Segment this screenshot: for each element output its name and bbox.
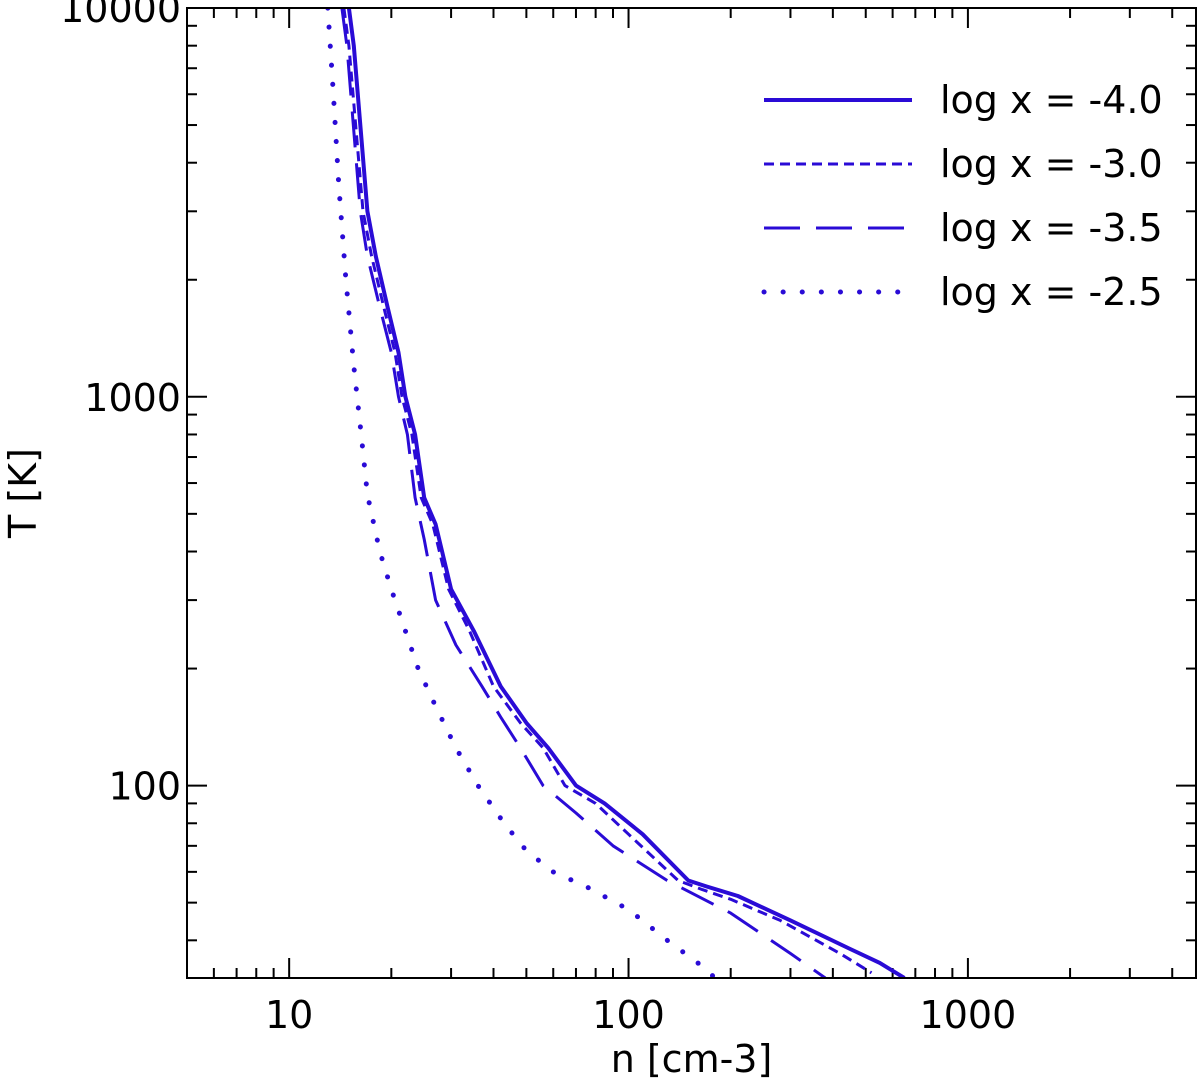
y-tick-label: 10000 xyxy=(60,0,181,31)
legend-label: log x = -3.0 xyxy=(940,142,1163,186)
y-tick-labels: 100 1000 10000 xyxy=(60,0,181,809)
y-tick-label: 1000 xyxy=(84,376,181,420)
x-tick-label: 1000 xyxy=(920,993,1017,1037)
x-tick-label: 100 xyxy=(592,993,665,1037)
legend: log x = -4.0 log x = -3.0 log x = -3.5 log … xyxy=(761,78,1163,314)
series-line-3 xyxy=(340,8,827,978)
x-tick-label: 10 xyxy=(265,993,313,1037)
legend-label: log x = -2.5 xyxy=(940,270,1163,314)
x-axis-title: n [cm-3] xyxy=(611,1037,773,1081)
y-tick-label: 100 xyxy=(108,765,181,809)
series-line-1 xyxy=(346,8,906,978)
series-line-2 xyxy=(342,8,873,975)
plot-frame xyxy=(186,7,1197,979)
y-axis-title: T [K] xyxy=(1,448,45,539)
series-line-4 xyxy=(325,8,718,978)
minor-ticks xyxy=(186,8,1196,978)
legend-label: log x = -4.0 xyxy=(940,78,1163,122)
x-tick-labels: 10 100 1000 xyxy=(265,993,1016,1037)
series-layer xyxy=(325,8,906,978)
legend-label: log x = -3.5 xyxy=(940,206,1163,250)
